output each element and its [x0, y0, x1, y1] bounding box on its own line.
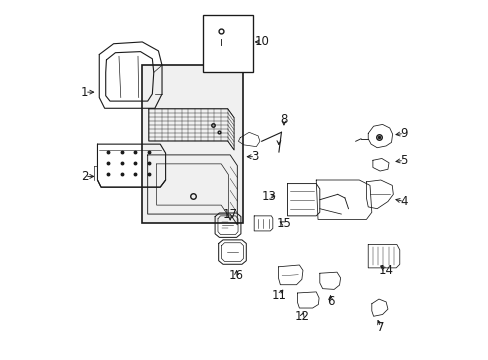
Text: 2: 2: [81, 170, 88, 183]
Text: 8: 8: [280, 113, 287, 126]
Text: 14: 14: [378, 264, 393, 277]
Text: 13: 13: [261, 190, 276, 203]
Text: 11: 11: [272, 289, 286, 302]
Text: 17: 17: [222, 208, 237, 221]
Text: 3: 3: [251, 150, 259, 163]
Text: 10: 10: [254, 35, 268, 49]
Bar: [203, 15, 253, 72]
Text: 15: 15: [276, 217, 291, 230]
Text: 1: 1: [81, 86, 88, 99]
Text: 6: 6: [326, 296, 334, 309]
Text: 9: 9: [400, 127, 407, 140]
Bar: [142, 65, 242, 223]
Text: 5: 5: [400, 154, 407, 167]
Text: 16: 16: [229, 269, 244, 282]
Text: 4: 4: [400, 195, 407, 208]
Text: 12: 12: [294, 310, 309, 324]
Text: 7: 7: [376, 320, 384, 333]
